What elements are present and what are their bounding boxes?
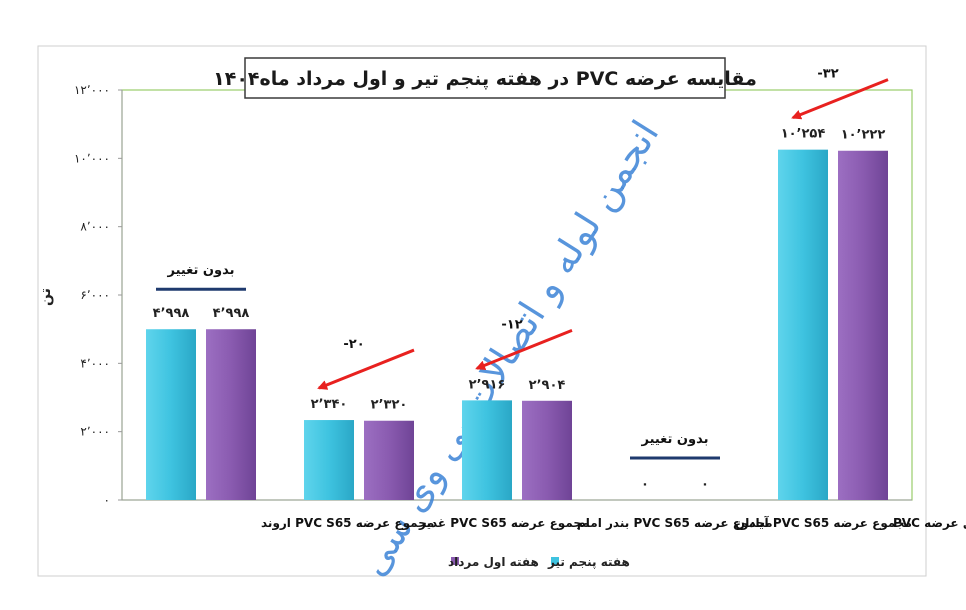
annotation-text-2: -۱۲ [501, 317, 522, 332]
bar-series-1-cat-1 [364, 420, 414, 500]
title-box [244, 57, 726, 99]
annotation-text-0: بدون تغییر [166, 263, 234, 278]
data-label-series-0-cat-0: ۴٬۹۹۸ [153, 306, 190, 321]
data-label-series-1-cat-4: ۱۰٬۲۲۲ [841, 128, 886, 143]
legend-swatch-series-1 [451, 557, 459, 565]
bar-series-0-cat-2 [462, 400, 512, 500]
data-label-series-1-cat-1: ۲٬۳۲۰ [371, 398, 408, 413]
decrease-arrow-1 [317, 348, 415, 390]
annotation-text-4: -۳۲ [817, 67, 838, 82]
legend-swatch-series-0 [551, 557, 559, 565]
data-label-series-1-cat-3: ۰ [701, 477, 709, 492]
decrease-arrow-4 [791, 78, 889, 120]
annotations: بدون تغییر -۲۰ -۱۲ بدون تغییر -۳۲ [156, 67, 889, 460]
bar-series-0-cat-1 [304, 420, 354, 500]
data-label-series-0-cat-2: ۲٬۹۱۶ [469, 377, 506, 392]
decrease-arrow-2 [475, 328, 573, 371]
chart-title: مقایسه عرضه PVC در هفته پنجم تیر و اول م… [213, 68, 757, 90]
legend-label-series-0: هفته پنجم تیر [547, 555, 630, 569]
x-tick-label-3: مجموع عرضه PVC S65 آبادان [735, 515, 912, 531]
value-labels: ۴٬۹۹۸ ۴٬۹۹۸ ۲٬۳۴۰ ۲٬۳۲۰ ۲٬۹۱۶ ۲٬۹۰۴ ۰ ۰ ۱۰٬۲۵۴ ۱۰… [153, 127, 886, 492]
data-label-series-1-cat-2: ۲٬۹۰۴ [529, 378, 566, 393]
y-tick-label: ۰ [104, 493, 110, 507]
bar-series-0-cat-4 [778, 149, 828, 500]
bar-series-0-cat-0 [146, 329, 196, 500]
x-tick-label-2: مجموع عرضه PVC S65 بندر امام [577, 516, 773, 531]
x-tick-label-1: مجموع عرضه PVC S65 غدیر [418, 516, 589, 531]
bar-series-1-cat-4 [838, 150, 888, 500]
y-tick-label: ۴٬۰۰۰ [80, 356, 110, 370]
data-label-series-0-cat-3: ۰ [641, 477, 649, 492]
bar-series-1-cat-0 [206, 329, 256, 500]
y-axis-label: تن [38, 288, 54, 306]
legend-label-series-1: هفته اول مرداد [448, 555, 539, 570]
y-tick-label: ۶٬۰۰۰ [80, 288, 110, 302]
y-tick-label: ۸٬۰۰۰ [80, 220, 110, 234]
legend: هفته پنجم تیر هفته اول مرداد [448, 555, 630, 570]
annotation-text-1: -۲۰ [343, 337, 364, 352]
y-tick-label: ۱۲٬۰۰۰ [74, 83, 110, 97]
data-label-series-0-cat-4: ۱۰٬۲۵۴ [781, 127, 826, 142]
y-ticks: ۰ ۲٬۰۰۰ ۴٬۰۰۰ ۶٬۰۰۰ ۸٬۰۰۰ ۱۰٬۰۰۰ ۱۲٬۰۰۰ [74, 83, 122, 507]
y-tick-label: ۲٬۰۰۰ [80, 425, 110, 439]
x-tick-label-4: مجموع کل عرضه PVC [893, 516, 966, 531]
annotation-text-3: بدون تغییر [640, 432, 708, 447]
data-label-series-1-cat-0: ۴٬۹۹۸ [213, 306, 250, 321]
bars [146, 149, 888, 500]
data-label-series-0-cat-1: ۲٬۳۴۰ [311, 397, 348, 412]
bar-series-1-cat-2 [522, 400, 572, 500]
x-tick-label-0: مجموع عرضه PVC S65 اروند [261, 516, 434, 531]
y-tick-label: ۱۰٬۰۰۰ [74, 151, 110, 165]
